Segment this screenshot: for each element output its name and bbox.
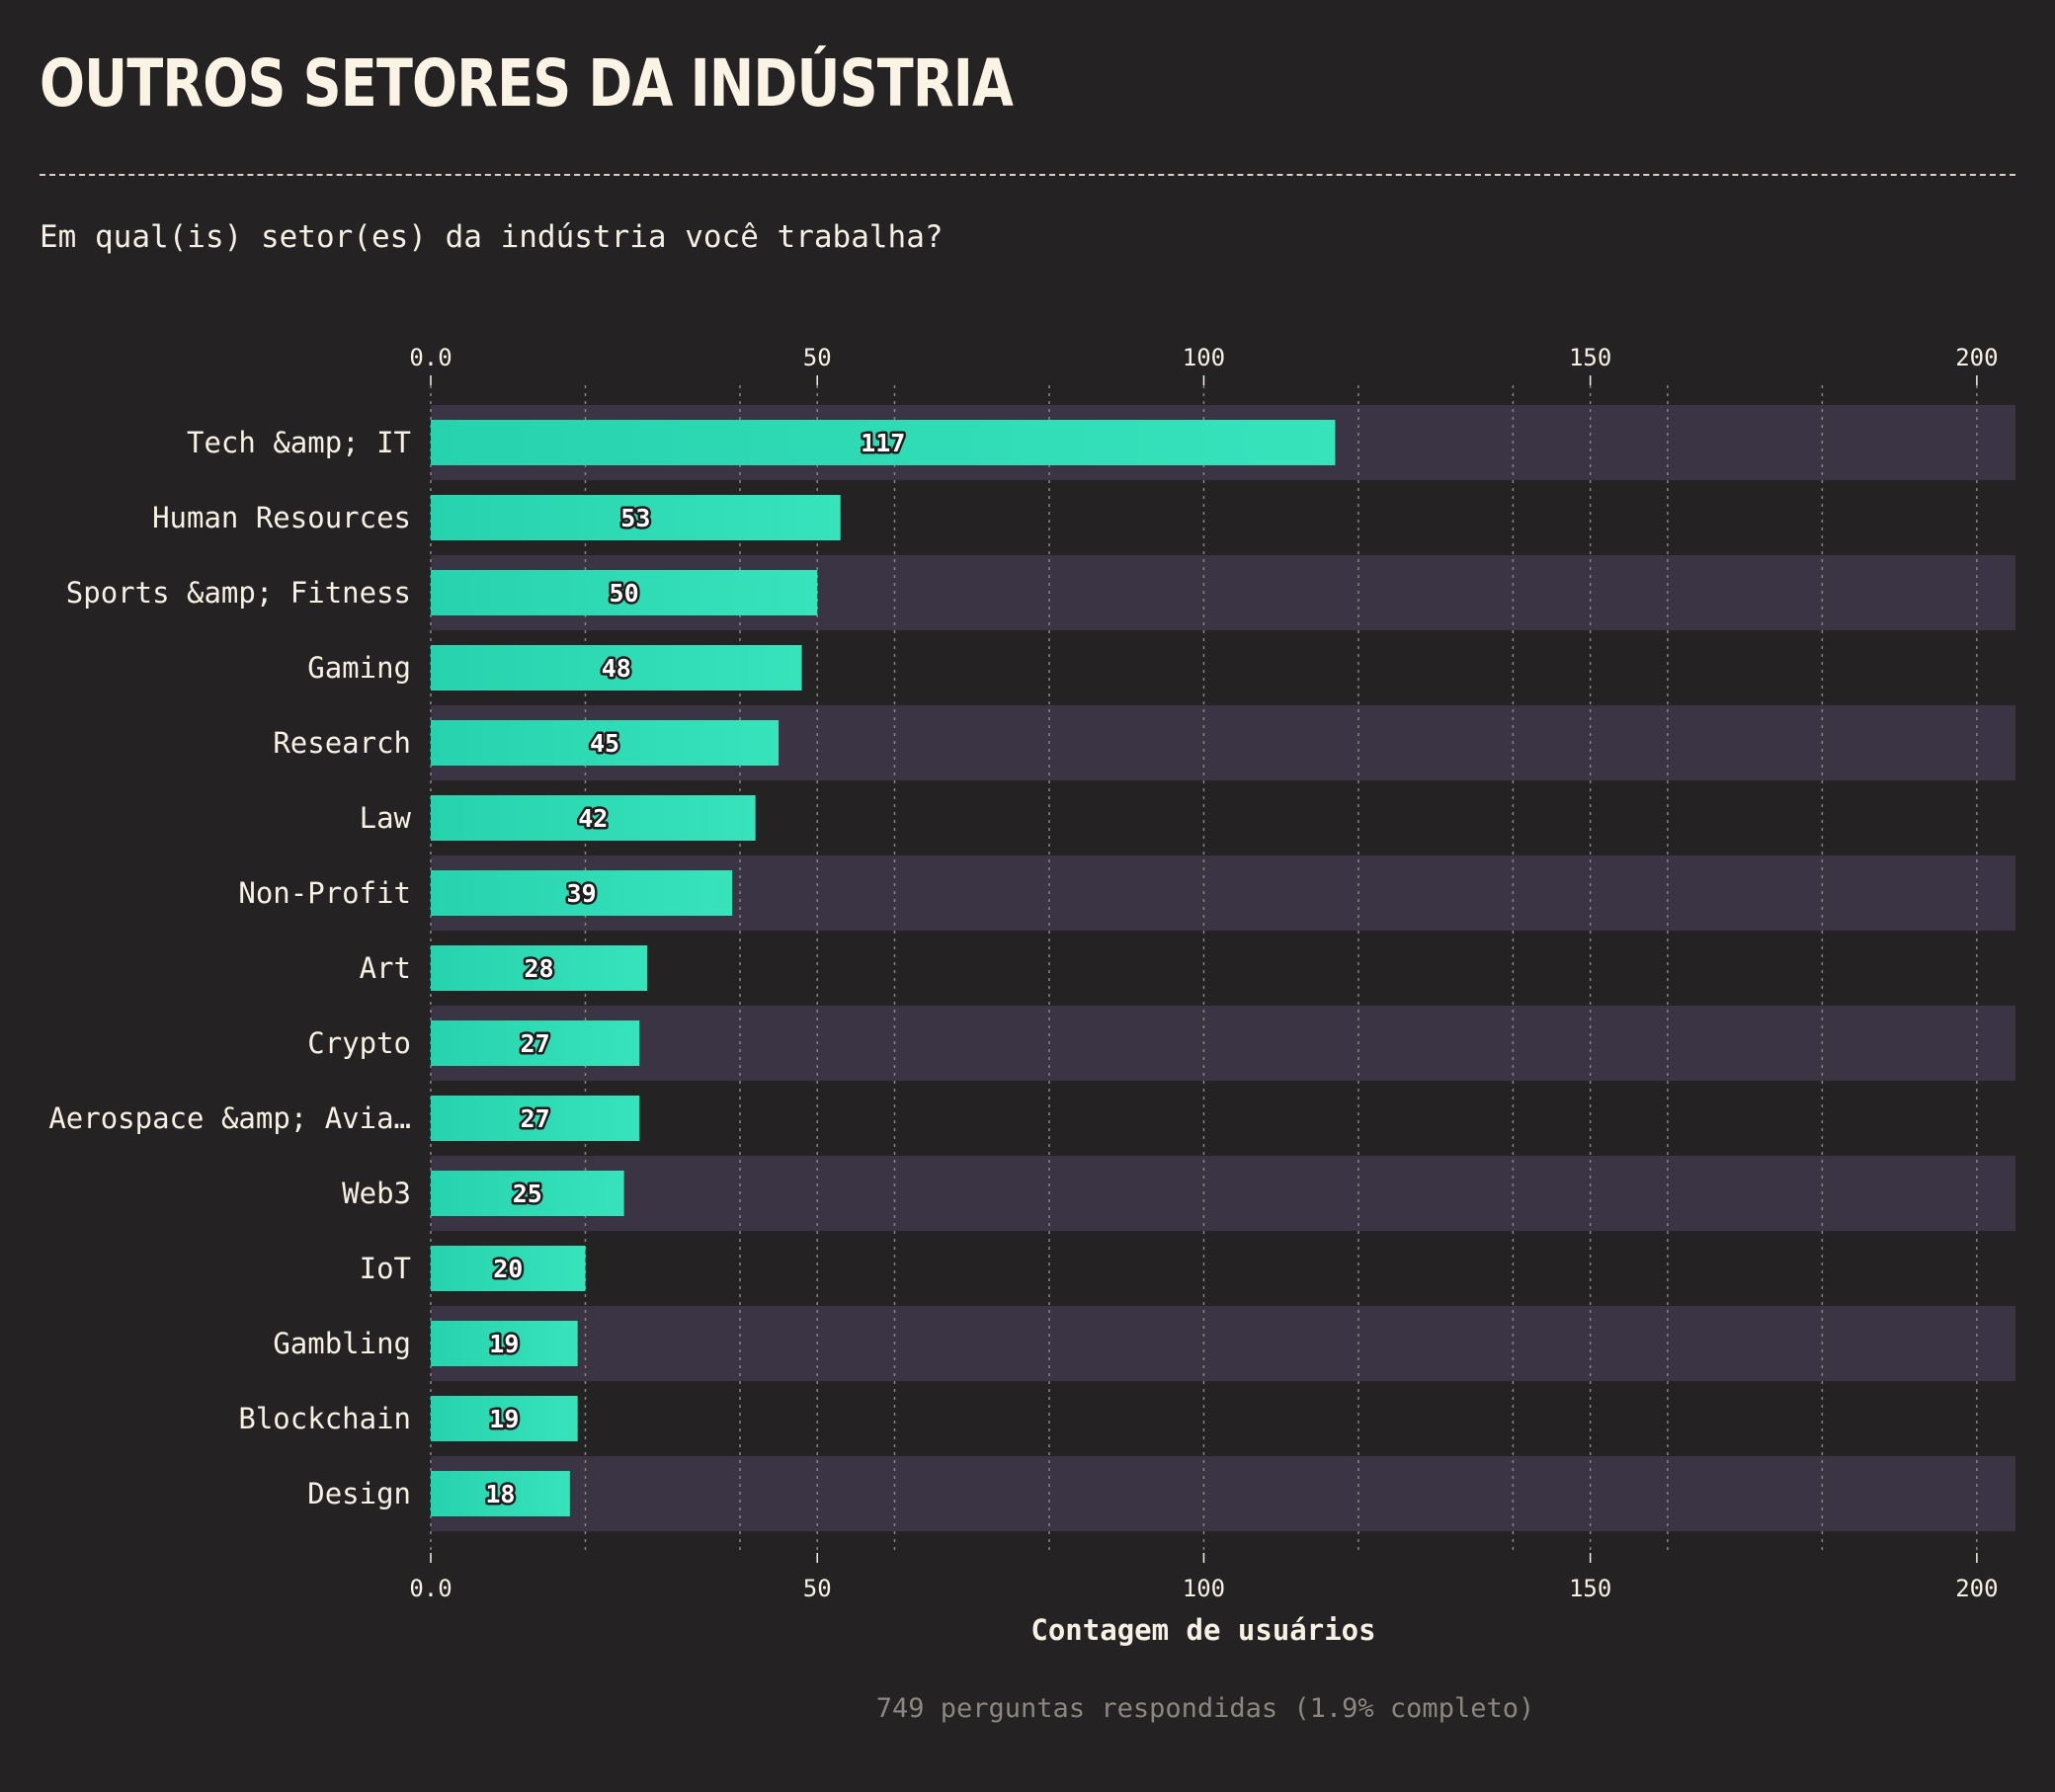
- x-axis-top-tick-label: 100: [1183, 344, 1225, 371]
- bar: [431, 1246, 586, 1291]
- x-axis-bottom-tick-label: 200: [1955, 1575, 1998, 1602]
- survey-question: Em qual(is) setor(es) da indústria você …: [40, 219, 944, 255]
- category-label: IoT: [360, 1252, 411, 1285]
- value-label: 45: [590, 729, 619, 758]
- value-label: 19: [489, 1330, 519, 1358]
- chart-title: OUTROS SETORES DA INDÚSTRIA: [40, 45, 1014, 122]
- category-label: Research: [273, 726, 411, 760]
- category-label: Gaming: [307, 651, 411, 685]
- category-label: Art: [360, 951, 411, 985]
- bar: [431, 1321, 578, 1366]
- bar-chart: 0.0 50 100 150 200 0.0 50 100 150 200 Tech &amp;…: [48, 344, 2015, 1647]
- bar: [431, 1020, 640, 1066]
- category-label: Aerospace &amp; Avia…: [48, 1101, 411, 1135]
- category-label: Sports &amp; Fitness: [66, 576, 411, 610]
- x-axis-title: Contagem de usuários: [1030, 1613, 1375, 1647]
- category-label: Gambling: [273, 1327, 411, 1360]
- bar: [431, 870, 733, 916]
- row-band: [431, 1156, 2015, 1231]
- footer-note: 749 perguntas respondidas (1.9% completo…: [875, 1693, 1535, 1724]
- category-label: Blockchain: [238, 1402, 411, 1435]
- x-axis-bottom-tick-label: 150: [1569, 1575, 1611, 1602]
- category-label: Crypto: [307, 1026, 411, 1060]
- bar: [431, 420, 1336, 465]
- x-axis-bottom-tick-label: 0.0: [409, 1575, 452, 1602]
- x-axis-bottom-tick-label: 100: [1183, 1575, 1225, 1602]
- value-label: 19: [489, 1405, 519, 1433]
- category-label: Design: [307, 1477, 411, 1510]
- value-labels: 117 53 50 48 45 42 39 28 27 27 25 20 19 19 18: [483, 427, 908, 1511]
- bar: [431, 495, 841, 540]
- title-divider: [40, 174, 2015, 176]
- value-label: 27: [521, 1104, 550, 1133]
- value-label: 25: [513, 1180, 542, 1208]
- bars: [431, 420, 1336, 1516]
- value-label: 117: [861, 429, 905, 457]
- x-axis-top-tick-label: 0.0: [409, 344, 452, 371]
- x-axis-top-tick-label: 50: [803, 344, 832, 371]
- value-label: 39: [567, 879, 597, 908]
- value-label: 27: [521, 1029, 550, 1058]
- bar: [431, 795, 756, 841]
- row-bands: [431, 405, 2015, 1531]
- x-axis-top: 0.0 50 100 150 200: [409, 344, 1999, 385]
- row-band: [431, 1306, 2015, 1381]
- category-label: Web3: [342, 1177, 411, 1210]
- x-axis-bottom: 0.0 50 100 150 200: [409, 1553, 1999, 1602]
- value-label: 50: [610, 579, 639, 608]
- x-axis-top-tick-label: 200: [1955, 344, 1998, 371]
- x-axis-top-tick-label: 150: [1569, 344, 1611, 371]
- value-label: 42: [578, 804, 608, 833]
- category-label: Human Resources: [152, 501, 411, 534]
- value-label: 18: [485, 1480, 515, 1508]
- x-axis-bottom-tick-label: 50: [803, 1575, 832, 1602]
- category-label: Non-Profit: [238, 876, 411, 910]
- value-label: 48: [602, 654, 631, 683]
- category-label: Tech &amp; IT: [187, 426, 411, 459]
- value-label: 28: [524, 954, 553, 983]
- bar: [431, 1396, 578, 1441]
- row-band: [431, 1456, 2015, 1531]
- category-labels: Tech &amp; IT Human Resources Sports &amp;…: [48, 426, 411, 1510]
- bar: [431, 570, 818, 615]
- value-label: 53: [620, 504, 650, 532]
- bar: [431, 945, 648, 991]
- row-band: [431, 1006, 2015, 1081]
- category-label: Law: [360, 801, 412, 835]
- bar: [431, 720, 780, 766]
- value-label: 20: [493, 1255, 523, 1283]
- bar: [431, 1471, 570, 1516]
- bar: [431, 645, 802, 691]
- bar: [431, 1096, 640, 1141]
- bar: [431, 1171, 624, 1216]
